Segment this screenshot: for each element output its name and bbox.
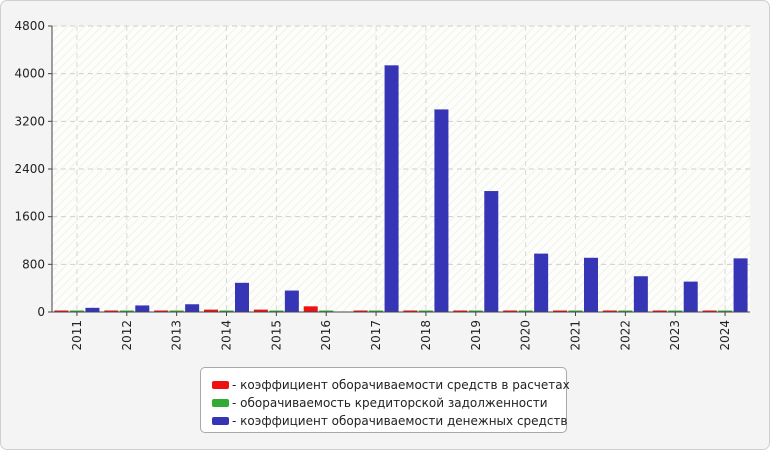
x-tick-label: 2021 xyxy=(569,320,583,351)
bar-2011-series-1 xyxy=(54,310,69,312)
legend-label: - оборачиваемость кредиторской задолженн… xyxy=(232,396,548,410)
bar-2024-series-1 xyxy=(702,310,717,312)
bar-2022-series-1 xyxy=(602,310,617,312)
bar-2012-series-2 xyxy=(119,310,134,312)
x-tick-label: 2017 xyxy=(369,320,383,351)
x-tick-label: 2019 xyxy=(469,320,483,351)
x-tick-label: 2011 xyxy=(70,320,84,351)
bar-2013-series-2 xyxy=(169,310,184,312)
bar-2024-series-2 xyxy=(718,310,733,312)
y-tick-label: 4800 xyxy=(14,19,45,33)
bar-2016-series-1 xyxy=(303,306,318,312)
bar-2018-series-2 xyxy=(418,310,433,312)
x-tick-label: 2015 xyxy=(269,320,283,351)
bar-2021-series-1 xyxy=(553,310,567,312)
bar-2016-series-2 xyxy=(319,310,334,312)
bar-2014-series-3 xyxy=(235,282,249,312)
bar-2015-series-2 xyxy=(269,310,284,312)
axes xyxy=(48,25,750,316)
legend-item-cash-turnover: - коэффициент оборачиваемости денежных с… xyxy=(212,412,568,430)
legend-label: - коэффициент оборачиваемости средств в … xyxy=(232,378,570,392)
bar-2011-series-3 xyxy=(85,307,100,312)
bar-2020-series-2 xyxy=(518,310,533,312)
legend-item-payables-turnover: - оборачиваемость кредиторской задолженн… xyxy=(212,394,566,412)
y-tick-labels: 0 800 1600 2400 3200 4000 4800 xyxy=(14,19,45,319)
bar-2023-series-2 xyxy=(668,310,683,312)
bar-2024-series-3 xyxy=(733,258,748,312)
x-tick-label: 2023 xyxy=(668,320,682,351)
bar-2011-series-2 xyxy=(69,310,84,312)
bar-2019-series-1 xyxy=(453,310,468,312)
x-tick-label: 2020 xyxy=(519,320,533,351)
bar-2020-series-3 xyxy=(534,253,549,312)
bar-2019-series-2 xyxy=(468,310,483,312)
bar-2015-series-3 xyxy=(284,290,299,312)
bar-2015-series-1 xyxy=(253,309,268,312)
y-tick-label: 2400 xyxy=(14,162,45,176)
bar-2012-series-3 xyxy=(135,305,150,312)
bar-2023-series-1 xyxy=(652,310,667,312)
x-tick-labels: 2011 2012 2013 2014 2015 2016 2017 2018 2019 2020… xyxy=(70,320,732,351)
bar-2022-series-3 xyxy=(633,276,648,312)
x-tick-label: 2018 xyxy=(419,320,433,351)
bar-2018-series-3 xyxy=(434,109,449,313)
x-tick-label: 2012 xyxy=(120,320,134,351)
legend-swatch-blue xyxy=(212,417,229,425)
x-tick-label: 2022 xyxy=(618,320,632,351)
bar-2017-series-2 xyxy=(369,310,384,312)
x-tick-label: 2016 xyxy=(319,320,333,351)
bar-2014-series-2 xyxy=(219,310,234,312)
y-tick-label: 4000 xyxy=(14,67,45,81)
bar-2013-series-1 xyxy=(154,310,169,312)
bar-2022-series-2 xyxy=(618,310,633,312)
legend-item-receivables-turnover: - коэффициент оборачиваемости средств в … xyxy=(212,376,570,394)
bar-2019-series-3 xyxy=(484,191,499,312)
plot-area-hatch xyxy=(52,26,750,312)
y-tick-label: 1600 xyxy=(14,210,45,224)
bars xyxy=(54,65,748,313)
bar-2021-series-2 xyxy=(568,310,583,312)
bar-2018-series-1 xyxy=(403,310,418,312)
bar-2012-series-1 xyxy=(104,310,119,312)
bar-2020-series-1 xyxy=(503,310,518,312)
y-tick-label: 800 xyxy=(22,257,45,271)
x-tick-label: 2014 xyxy=(220,320,234,351)
legend-swatch-green xyxy=(212,399,229,407)
bar-2017-series-3 xyxy=(384,65,399,312)
x-tick-label: 2013 xyxy=(170,320,184,351)
bar-2021-series-3 xyxy=(584,257,598,312)
y-tick-label: 0 xyxy=(37,305,45,319)
bar-2017-series-1 xyxy=(353,310,368,312)
bar-2014-series-1 xyxy=(204,309,218,312)
y-tick-label: 3200 xyxy=(14,114,45,128)
bar-2023-series-3 xyxy=(683,281,698,312)
legend-swatch-red xyxy=(212,381,229,389)
bar-2013-series-3 xyxy=(185,304,200,312)
grid xyxy=(52,25,750,312)
legend: - коэффициент оборачиваемости средств в … xyxy=(200,367,570,433)
legend-label: - коэффициент оборачиваемости денежных с… xyxy=(232,414,568,428)
x-tick-label: 2024 xyxy=(718,320,732,351)
